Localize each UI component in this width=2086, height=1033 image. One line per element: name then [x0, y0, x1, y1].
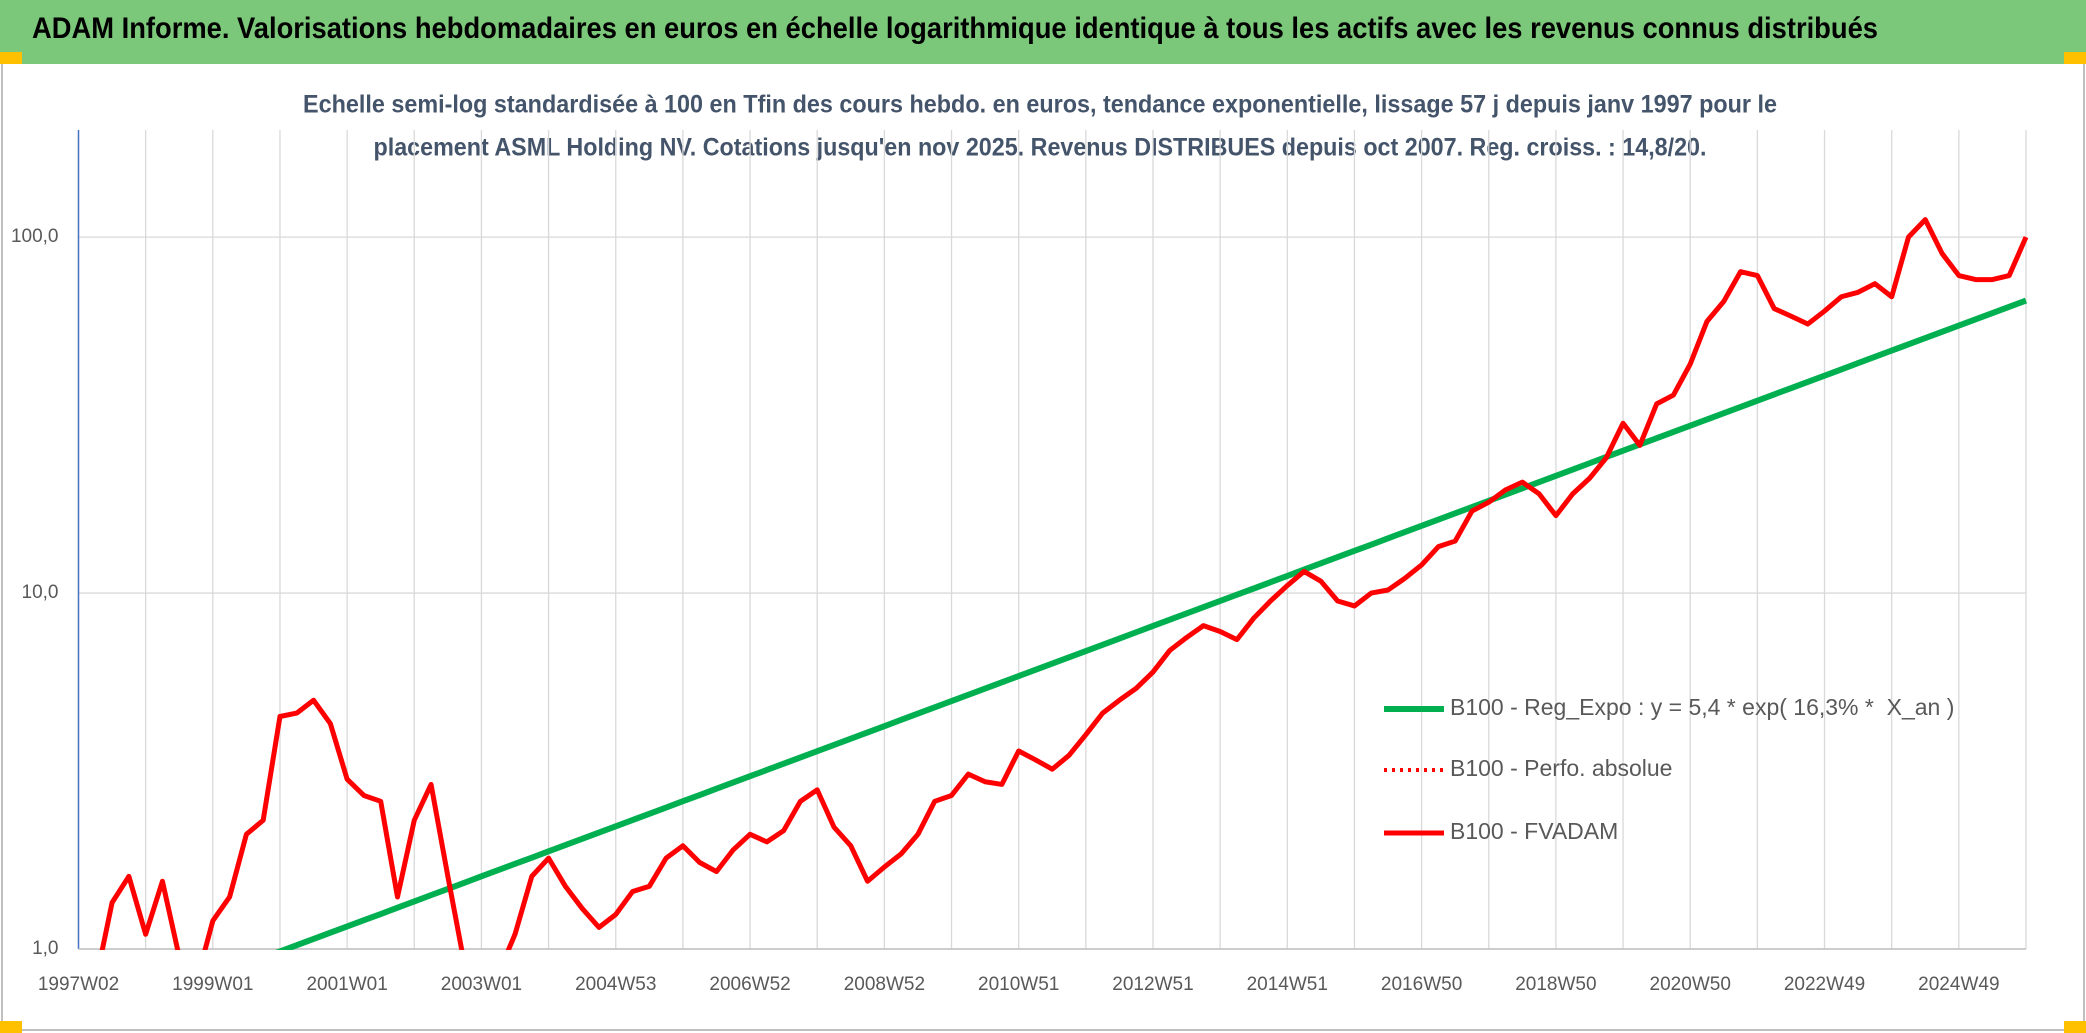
chart-subtitle: placement ASML Holding NV. Cotations jus… [374, 134, 1707, 162]
x-tick-label: 2022W49 [1784, 974, 1865, 995]
x-tick-label: 2014W51 [1247, 974, 1328, 995]
series-line [275, 297, 2028, 950]
title-bar [0, 0, 2086, 64]
legend-label: B100 - Reg_Expo : y = 5,4 * exp( 16,3% *… [1450, 694, 1954, 720]
x-tick-label: 1999W01 [172, 974, 253, 995]
x-tick-label: 2012W51 [1112, 974, 1193, 995]
x-tick-label: 2010W51 [978, 974, 1059, 995]
legend-label: B100 - Perfo. absolue [1450, 755, 1672, 781]
x-tick-label: 2001W01 [306, 974, 387, 995]
corner-mark [0, 1021, 22, 1033]
corner-mark [2064, 1021, 2086, 1033]
x-tick-label: 1997W02 [38, 974, 119, 995]
legend-label: B100 - FVADAM [1450, 818, 1618, 844]
y-tick-label: 100,0 [11, 226, 59, 247]
plot-area [99, 217, 2028, 950]
x-tick-label: 2024W49 [1918, 974, 1999, 995]
x-tick-label: 2003W01 [441, 974, 522, 995]
y-tick-label: 1,0 [32, 938, 58, 959]
x-tick-label: 2018W50 [1515, 974, 1596, 995]
corner-mark [0, 52, 22, 64]
x-tick-label: 2006W52 [709, 974, 790, 995]
x-tick-label: 2004W53 [575, 974, 656, 995]
x-tick-label: 2020W50 [1650, 974, 1731, 995]
series-line [99, 217, 2028, 950]
y-tick-label: 10,0 [22, 582, 59, 603]
chart-subtitle: Echelle semi-log standardisée à 100 en T… [303, 91, 1777, 119]
x-tick-label: 2016W50 [1381, 974, 1462, 995]
x-tick-label: 2008W52 [844, 974, 925, 995]
page-title: ADAM Informe. Valorisations hebdomadaire… [32, 12, 1878, 45]
corner-mark [2064, 52, 2086, 64]
